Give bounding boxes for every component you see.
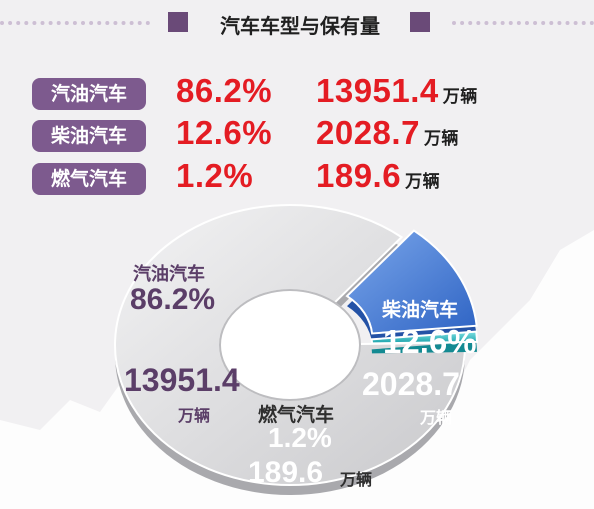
legend-tag-diesel: 柴油汽车 <box>32 120 146 152</box>
legend-unit: 万辆 <box>442 87 478 106</box>
legend-value-gas: 189.6 万辆 <box>316 157 440 195</box>
legend-percent-gas: 1.2% <box>176 157 254 194</box>
slice-label-gas-name: 燃气汽车 <box>258 404 335 426</box>
legend-value-number: 2028.7 <box>316 114 420 151</box>
legend-value-number: 189.6 <box>316 157 402 194</box>
legend-unit: 万辆 <box>405 172 441 191</box>
header-square-left <box>168 12 188 32</box>
slice-label-gasoline-name: 汽油汽车 <box>133 264 205 285</box>
donut-hole-rim <box>219 289 361 401</box>
legend-value-gasoline: 13951.4 万辆 <box>316 72 478 110</box>
legend-percent-gasoline: 86.2% <box>176 72 273 109</box>
slice-label-gas-percent: 1.2% <box>268 422 332 453</box>
header-square-right <box>410 12 430 32</box>
header-dots-right <box>452 21 594 25</box>
legend-tag-gasoline: 汽油汽车 <box>32 78 146 110</box>
slice-label-gasoline-value: 13951.4 <box>124 362 240 398</box>
slice-label-diesel-value: 2028.7 <box>362 366 460 402</box>
donut-hole <box>220 290 360 400</box>
slice-label-diesel-percent: 12.6% <box>383 323 477 360</box>
legend-row-gasoline: 汽油汽车 86.2% 13951.4 万辆 <box>32 72 572 114</box>
slice-label-gasoline-percent: 86.2% <box>130 283 216 316</box>
slice-gas <box>370 330 478 345</box>
background-mountains <box>0 230 594 509</box>
slice-label-gas-unit: 万辆 <box>340 470 373 489</box>
legend-row-gas: 燃气汽车 1.2% 189.6 万辆 <box>32 157 572 199</box>
legend-row-diesel: 柴油汽车 12.6% 2028.7 万辆 <box>32 114 572 156</box>
slice-label-gasoline-unit: 万辆 <box>178 406 211 425</box>
legend-value-diesel: 2028.7 万辆 <box>316 114 459 152</box>
chart-header: 汽车车型与保有量 <box>0 0 594 52</box>
legend-tag-gas: 燃气汽车 <box>32 163 146 195</box>
legend-percent-diesel: 12.6% <box>176 114 273 151</box>
legend-value-number: 13951.4 <box>316 72 439 109</box>
chart-title: 汽车车型与保有量 <box>220 14 380 38</box>
slice-label-gas-value: 189.6 <box>248 456 324 489</box>
slice-label-diesel-name: 柴油汽车 <box>382 299 459 321</box>
slice-diesel <box>345 229 478 335</box>
legend-unit: 万辆 <box>423 129 459 148</box>
slice-label-diesel-unit: 万辆 <box>420 408 453 427</box>
slice-gas-depth <box>371 341 477 354</box>
header-dots-left <box>0 21 150 25</box>
